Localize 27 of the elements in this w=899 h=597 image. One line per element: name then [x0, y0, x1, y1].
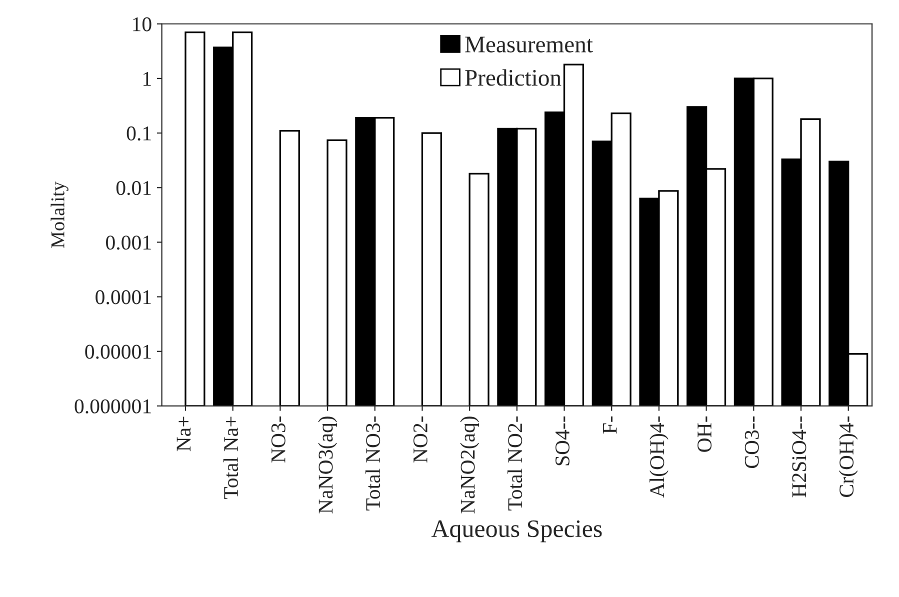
x-tick-label: NaNO2(aq): [460, 416, 480, 514]
y-axis-title: Molality: [50, 182, 68, 248]
x-tick-label: Cr(OH)4-: [838, 416, 858, 497]
x-tick-label: CO3--: [744, 416, 759, 468]
x-tick-label: NO3-: [271, 416, 286, 463]
x-tick-label: Total NO3-: [365, 416, 380, 510]
y-tick-label: 1: [144, 72, 151, 86]
y-tick-label: 0.00001: [85, 344, 151, 359]
x-tick-label: NaNO3(aq): [318, 416, 337, 514]
x-tick-label: SO4--: [555, 416, 570, 466]
x-tick-label: Total Na+: [223, 416, 238, 500]
legend-label: Measurement: [465, 36, 593, 52]
legend-label: Prediction: [465, 69, 562, 86]
x-tick-label: Na+: [176, 416, 191, 452]
x-axis-title: Aqueous Species: [431, 520, 602, 542]
y-tick-label: 10: [133, 17, 152, 32]
x-tick-label: NO2-: [413, 416, 428, 463]
x-tick-label: OH-: [698, 416, 712, 452]
y-tick-label: 0.001: [106, 236, 151, 250]
x-tick-label: H2SiO4--: [792, 416, 806, 498]
y-tick-label: 0.000001: [74, 399, 151, 414]
x-tick-label: F-: [602, 416, 617, 434]
y-tick-label: 0.0001: [96, 290, 151, 304]
y-tick-label: 0.01: [116, 181, 151, 196]
y-tick-label: 0.1: [126, 126, 151, 141]
x-tick-label: Al(OH)4-: [650, 416, 668, 498]
x-tick-label: Total NO2-: [507, 416, 522, 510]
